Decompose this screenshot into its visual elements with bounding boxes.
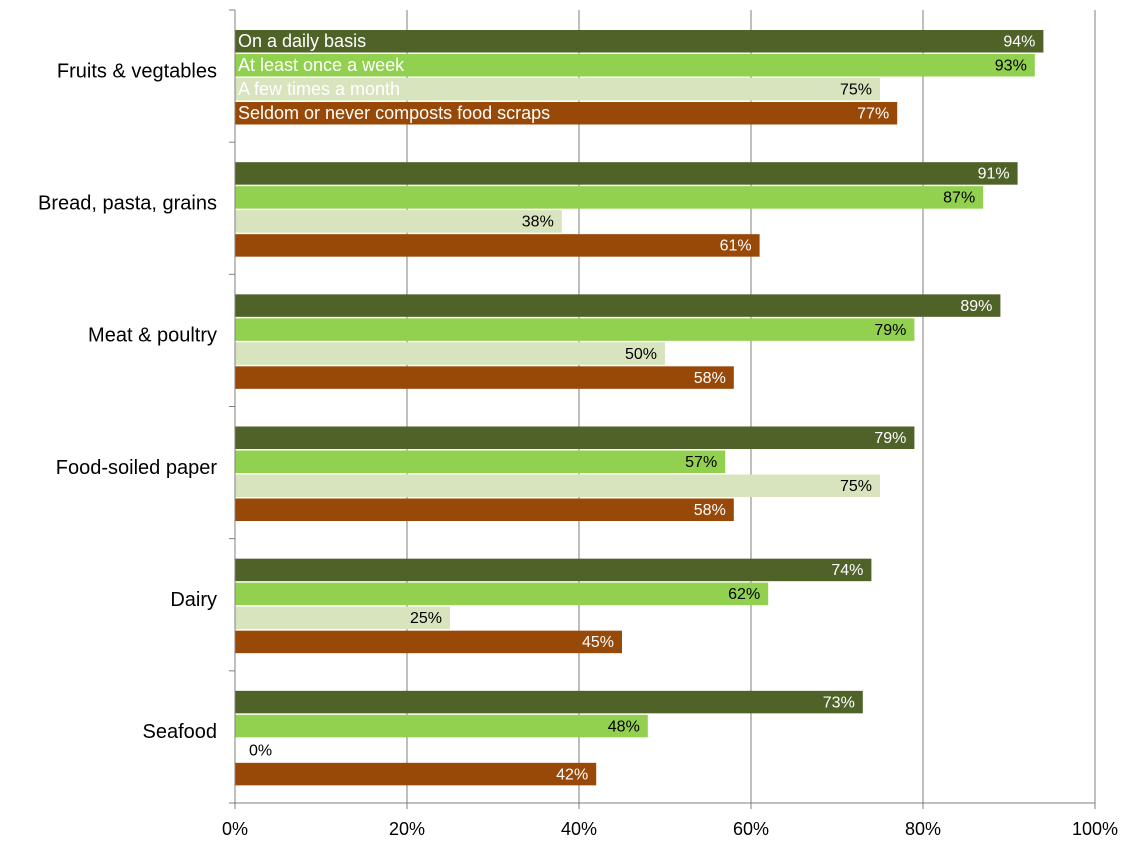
data-label: 38% <box>522 214 554 231</box>
data-label: 77% <box>857 105 889 122</box>
bar <box>235 762 597 786</box>
data-label: 42% <box>556 766 588 783</box>
gridlines <box>406 10 1096 803</box>
bar <box>235 714 648 738</box>
bar <box>235 30 1044 53</box>
data-label: 58% <box>694 502 726 519</box>
data-labels: 94% 93% 75% 77% 91%87% 38% 61% 89% 79% 50% 58% 79% 5… <box>249 33 1035 783</box>
data-label: 89% <box>960 298 992 315</box>
x-tick-label: 60% <box>733 819 769 839</box>
data-label: 75% <box>840 81 872 98</box>
category-label: Seafood <box>142 721 217 743</box>
bar <box>235 450 726 473</box>
x-tick-label: 0% <box>222 819 248 839</box>
bar <box>235 102 898 125</box>
legend-entry: On a daily basis <box>238 31 366 51</box>
bar <box>235 474 880 497</box>
axes <box>229 9 1096 809</box>
data-label: 73% <box>823 694 855 711</box>
data-label: 75% <box>840 478 872 495</box>
x-tick-label: 100% <box>1072 819 1118 839</box>
x-tick-label: 80% <box>905 819 941 839</box>
data-label: 61% <box>720 238 752 255</box>
bar <box>235 630 622 654</box>
bar <box>235 558 872 582</box>
data-label: 79% <box>874 430 906 447</box>
bar <box>235 78 880 101</box>
category-label: Bread, pasta, grains <box>38 193 217 215</box>
data-label: 62% <box>728 586 760 603</box>
legend-entry: At least once a week <box>238 55 405 75</box>
data-label: 57% <box>685 454 717 471</box>
bar <box>235 186 984 209</box>
category-label: Meat & poultry <box>88 325 217 347</box>
bar <box>235 366 734 389</box>
x-tick-label: 40% <box>561 819 597 839</box>
bar <box>235 582 769 606</box>
x-tick-label: 20% <box>389 819 425 839</box>
legend: On a daily basis At least once a week A fe… <box>238 31 550 123</box>
bar <box>235 54 1035 77</box>
data-label: 74% <box>831 562 863 579</box>
data-label: 25% <box>410 610 442 627</box>
data-label: 45% <box>582 634 614 651</box>
bar <box>235 234 760 257</box>
data-label: 94% <box>1003 33 1035 50</box>
bar <box>235 690 863 714</box>
bar <box>235 162 1018 185</box>
data-label: 0% <box>249 742 272 759</box>
data-label: 58% <box>694 370 726 387</box>
bar <box>235 210 562 233</box>
data-label: 87% <box>943 190 975 207</box>
x-tick-labels: 0% 20% 40% 60% 80% 100% <box>222 819 1118 839</box>
data-label: 79% <box>874 322 906 339</box>
bar <box>235 318 915 341</box>
bar <box>235 342 665 365</box>
bar <box>235 294 1001 317</box>
bars <box>235 30 1044 786</box>
bar <box>235 426 915 449</box>
data-label: 93% <box>995 57 1027 74</box>
category-label: Food-soiled paper <box>56 457 218 479</box>
legend-entry: A few times a month <box>238 79 400 99</box>
bar <box>235 498 734 521</box>
legend-entry: Seldom or never composts food scraps <box>238 103 550 123</box>
category-label: Fruits & vegtables <box>57 60 217 82</box>
data-label: 50% <box>625 346 657 363</box>
category-labels: Fruits & vegtables Bread, pasta, grains Me… <box>38 60 217 743</box>
data-label: 91% <box>978 166 1010 183</box>
bar <box>235 606 450 630</box>
category-label: Dairy <box>170 589 217 611</box>
data-label: 48% <box>608 718 640 735</box>
